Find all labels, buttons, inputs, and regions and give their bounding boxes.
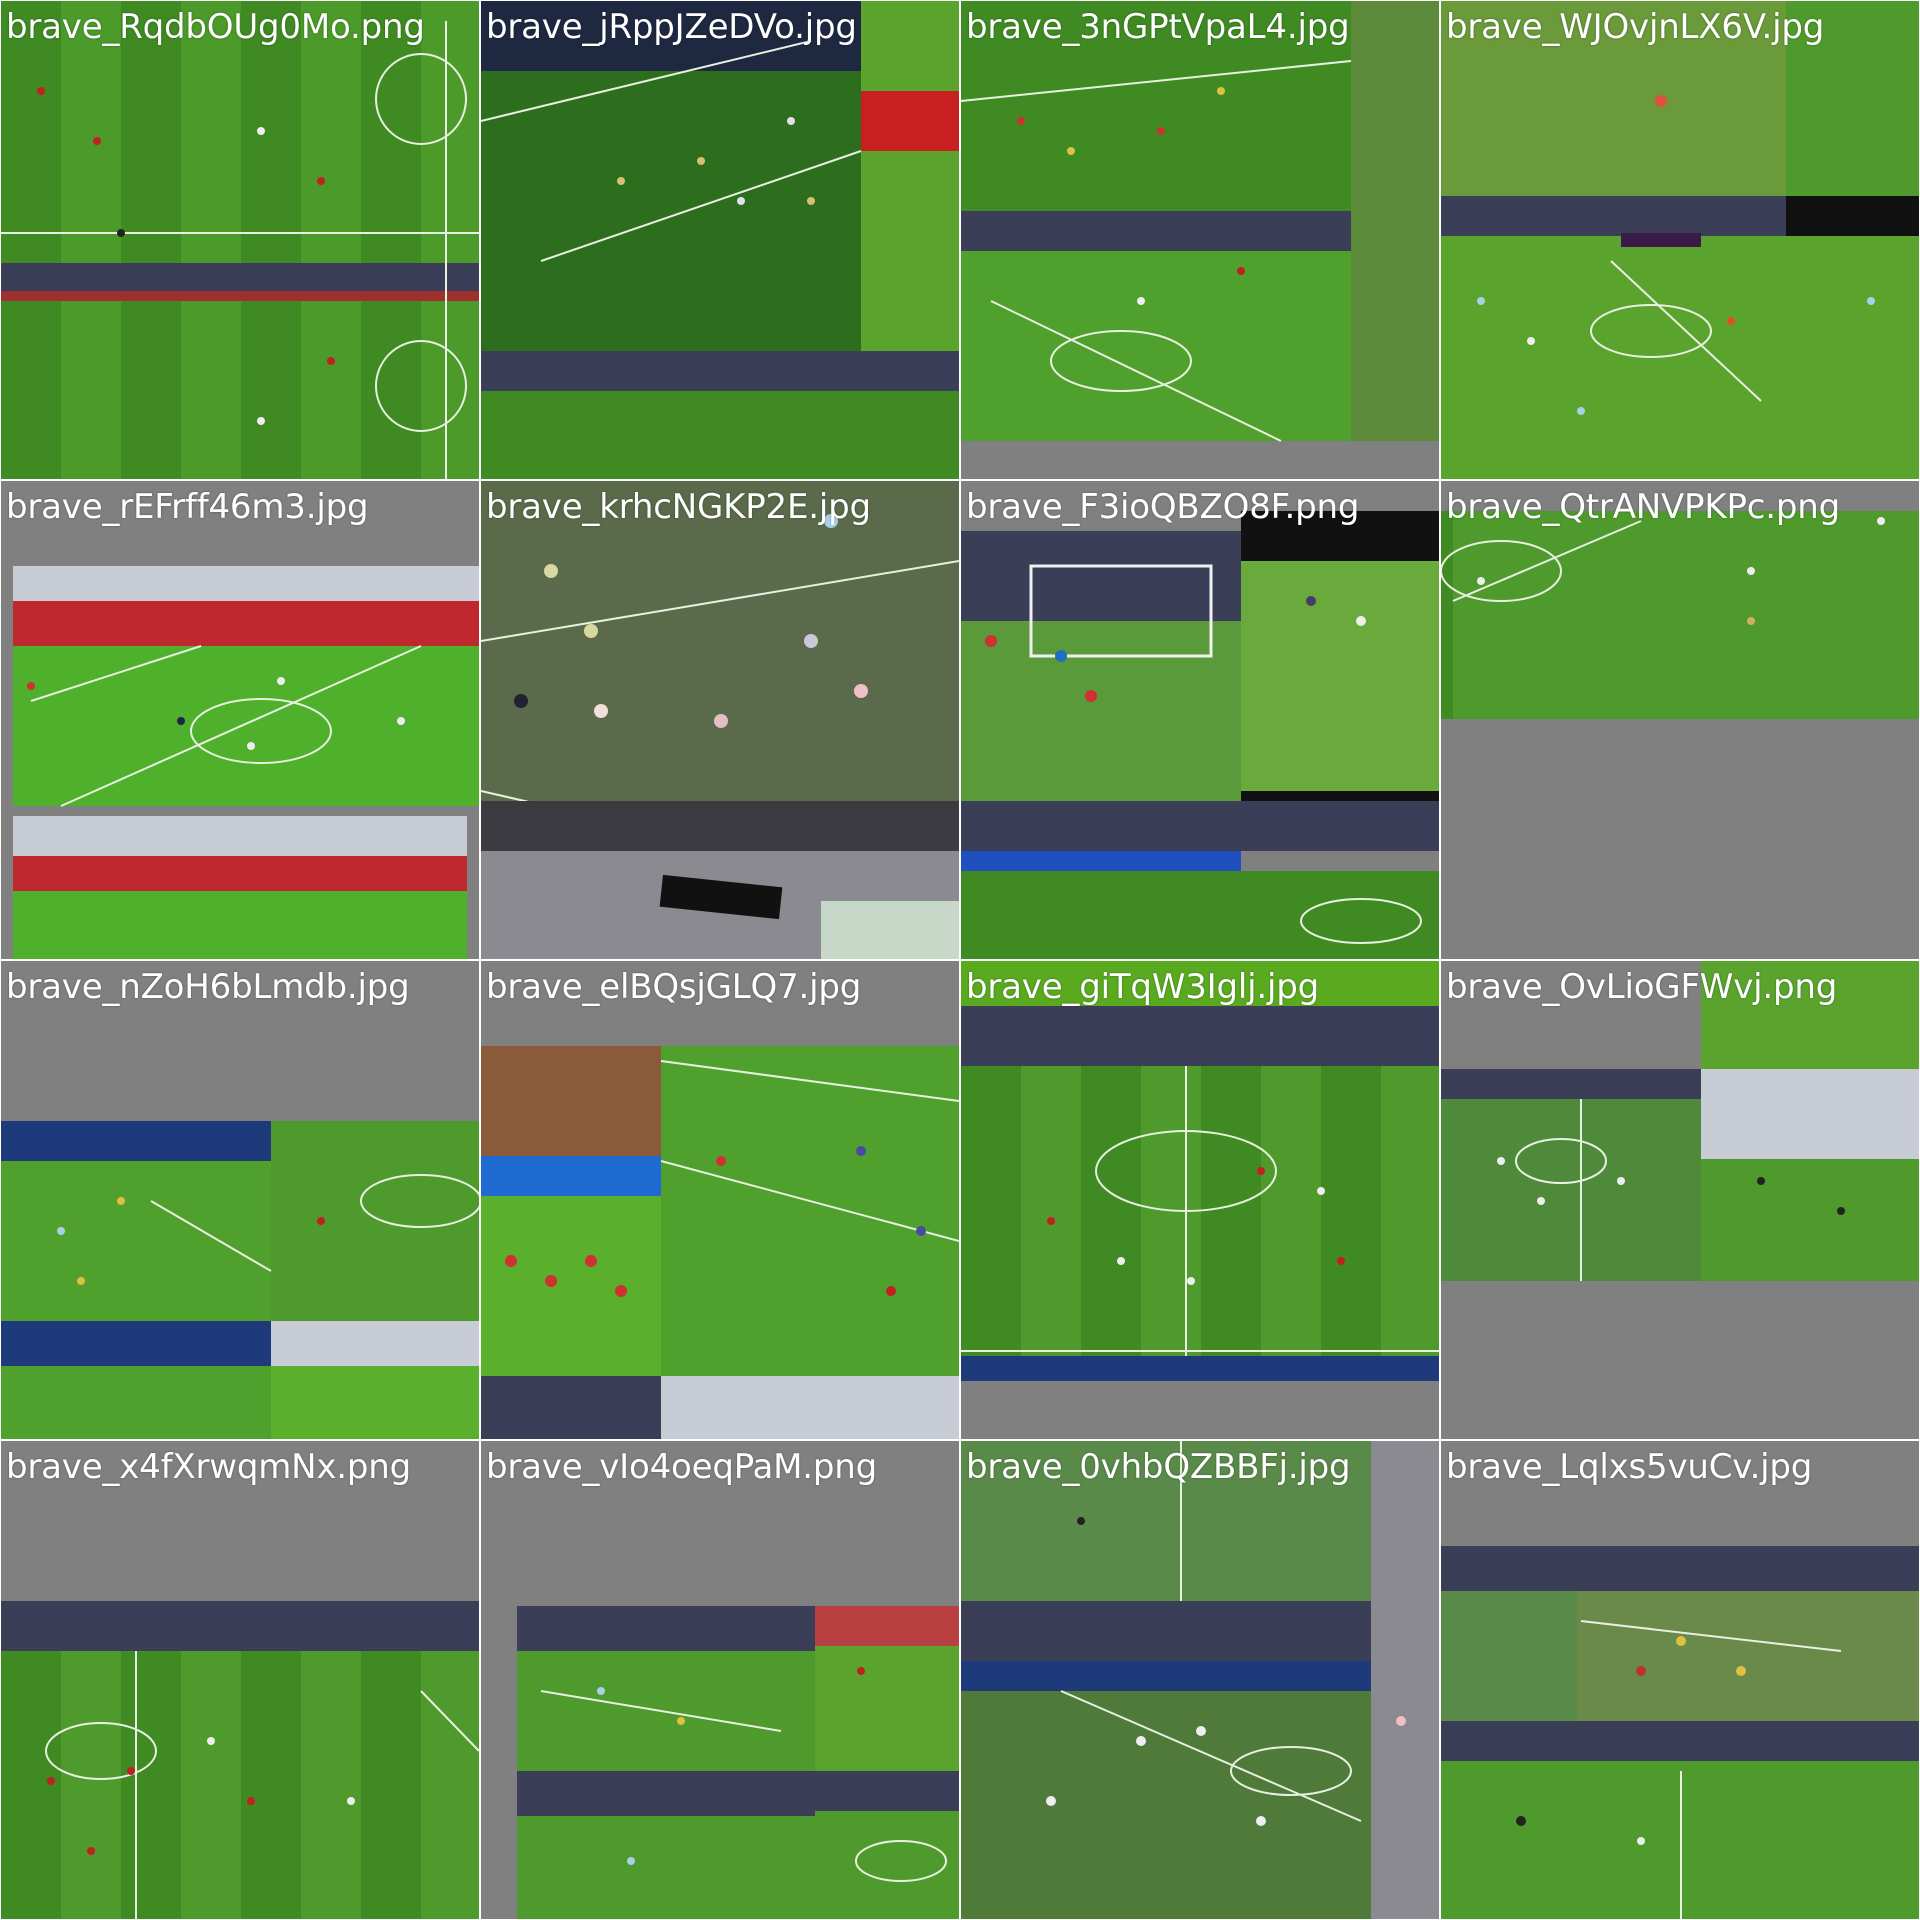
- football-thumbnail: [1, 1441, 479, 1919]
- football-thumbnail: [1, 481, 479, 959]
- football-thumbnail: [961, 1441, 1439, 1919]
- football-thumbnail: [481, 1, 959, 479]
- grid-tile[interactable]: brave_nZoH6bLmdb.jpg: [1, 961, 479, 1439]
- grid-tile[interactable]: brave_QtrANVPKPc.png: [1441, 481, 1919, 959]
- football-thumbnail: [481, 1441, 959, 1919]
- football-thumbnail: [481, 961, 959, 1439]
- grid-tile[interactable]: brave_RqdbOUg0Mo.png: [1, 1, 479, 479]
- grid-tile[interactable]: brave_krhcNGKP2E.jpg: [481, 481, 959, 959]
- grid-tile[interactable]: brave_3nGPtVpaL4.jpg: [961, 1, 1439, 479]
- football-thumbnail: [961, 961, 1439, 1439]
- football-thumbnail: [1441, 481, 1919, 959]
- football-thumbnail: [1441, 1441, 1919, 1919]
- grid-tile[interactable]: brave_x4fXrwqmNx.png: [1, 1441, 479, 1919]
- grid-tile[interactable]: brave_giTqW3Iglj.jpg: [961, 961, 1439, 1439]
- grid-tile[interactable]: brave_F3ioQBZO8F.png: [961, 481, 1439, 959]
- football-thumbnail: [961, 1, 1439, 479]
- grid-tile[interactable]: brave_OvLioGFWvj.png: [1441, 961, 1919, 1439]
- football-thumbnail: [961, 481, 1439, 959]
- grid-tile[interactable]: brave_jRppJZeDVo.jpg: [481, 1, 959, 479]
- grid-tile[interactable]: brave_Lqlxs5vuCv.jpg: [1441, 1441, 1919, 1919]
- grid-tile[interactable]: brave_vIo4oeqPaM.png: [481, 1441, 959, 1919]
- football-thumbnail: [1441, 1, 1919, 479]
- grid-tile[interactable]: brave_rEFrff46m3.jpg: [1, 481, 479, 959]
- football-thumbnail: [1, 961, 479, 1439]
- grid-tile[interactable]: brave_WJOvjnLX6V.jpg: [1441, 1, 1919, 479]
- grid-tile[interactable]: brave_elBQsjGLQ7.jpg: [481, 961, 959, 1439]
- football-thumbnail: [1, 1, 479, 479]
- grid-tile[interactable]: brave_0vhbQZBBFj.jpg: [961, 1441, 1439, 1919]
- football-thumbnail: [481, 481, 959, 959]
- football-thumbnail: [1441, 961, 1919, 1439]
